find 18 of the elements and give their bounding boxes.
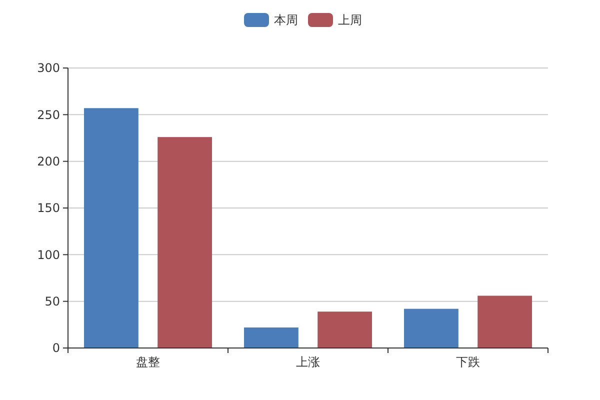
y-tick-label: 50	[44, 294, 60, 309]
y-tick-label: 0	[52, 341, 60, 356]
y-tick-label: 200	[37, 154, 60, 169]
bar	[158, 137, 212, 348]
y-tick-label: 300	[37, 61, 60, 76]
bar	[244, 327, 298, 348]
legend-label: 上周	[338, 13, 362, 28]
x-tick-label: 上涨	[296, 355, 320, 369]
y-tick-label: 250	[37, 108, 60, 122]
legend-label: 本周	[274, 13, 298, 28]
x-tick-label: 盘整	[136, 355, 160, 369]
y-tick-label: 150	[37, 201, 60, 216]
bar	[478, 296, 532, 348]
x-tick-label: 下跌	[456, 355, 480, 369]
y-tick-label: 100	[37, 248, 60, 262]
bar	[318, 312, 372, 348]
bar	[404, 308, 458, 348]
bar	[84, 108, 138, 348]
